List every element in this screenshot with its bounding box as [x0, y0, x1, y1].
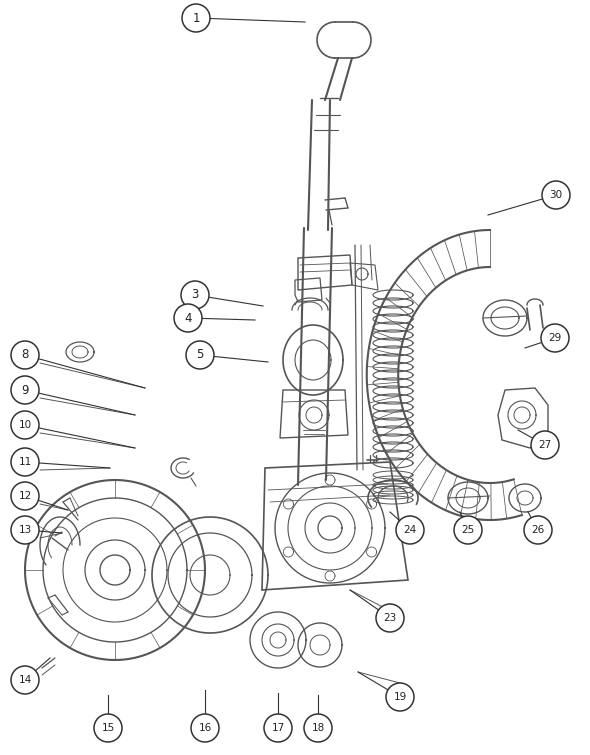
Text: 8: 8 — [21, 349, 29, 362]
Circle shape — [182, 4, 210, 32]
Circle shape — [11, 666, 39, 694]
Text: 18: 18 — [312, 723, 325, 733]
Text: 16: 16 — [198, 723, 212, 733]
Circle shape — [186, 341, 214, 369]
Text: 13: 13 — [18, 525, 32, 535]
Circle shape — [11, 516, 39, 544]
Circle shape — [376, 604, 404, 632]
Circle shape — [11, 448, 39, 476]
Text: 25: 25 — [461, 525, 474, 535]
Text: 12: 12 — [18, 491, 32, 501]
Text: 19: 19 — [394, 692, 407, 702]
Text: 23: 23 — [384, 613, 396, 623]
Circle shape — [264, 714, 292, 742]
Circle shape — [541, 324, 569, 352]
Text: 26: 26 — [532, 525, 545, 535]
Text: 3: 3 — [191, 288, 199, 301]
Text: 15: 15 — [101, 723, 114, 733]
Circle shape — [542, 181, 570, 209]
Text: 11: 11 — [18, 457, 32, 467]
Text: 24: 24 — [404, 525, 417, 535]
Text: 9: 9 — [21, 384, 29, 396]
Circle shape — [11, 411, 39, 439]
Text: 30: 30 — [549, 190, 562, 200]
Circle shape — [94, 714, 122, 742]
Circle shape — [531, 431, 559, 459]
Text: 17: 17 — [271, 723, 284, 733]
Text: 27: 27 — [538, 440, 552, 450]
Text: 1: 1 — [192, 11, 200, 24]
Text: 10: 10 — [18, 420, 31, 430]
Circle shape — [396, 516, 424, 544]
Circle shape — [174, 304, 202, 332]
Circle shape — [11, 482, 39, 510]
Text: 29: 29 — [548, 333, 562, 343]
Circle shape — [524, 516, 552, 544]
Circle shape — [11, 341, 39, 369]
Text: 14: 14 — [18, 675, 32, 685]
Text: 4: 4 — [184, 312, 192, 325]
Circle shape — [454, 516, 482, 544]
Circle shape — [386, 683, 414, 711]
Text: 5: 5 — [196, 349, 204, 362]
Circle shape — [11, 376, 39, 404]
Circle shape — [304, 714, 332, 742]
Circle shape — [191, 714, 219, 742]
Circle shape — [181, 281, 209, 309]
